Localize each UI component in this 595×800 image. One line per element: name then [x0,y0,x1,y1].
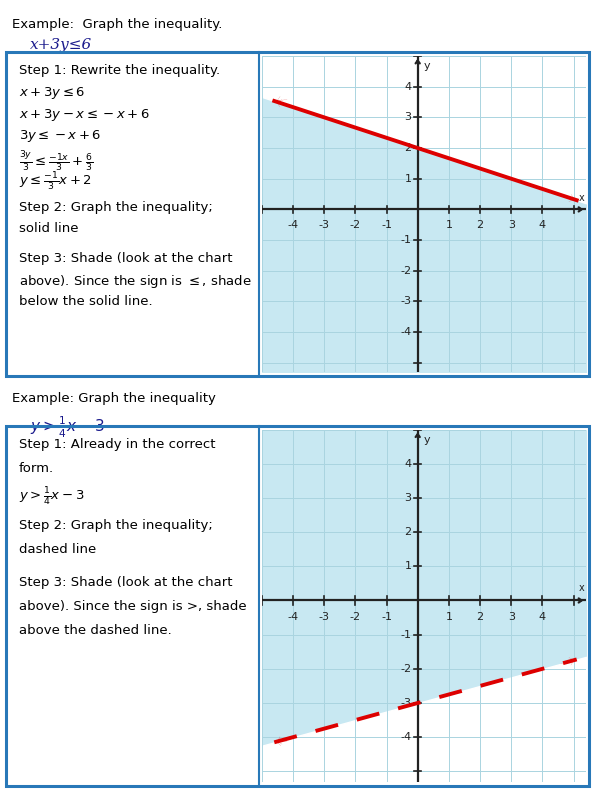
Text: $\frac{3y}{3} \leq \frac{-1x}{3} + \frac{6}{3}$: $\frac{3y}{3} \leq \frac{-1x}{3} + \frac… [19,150,93,174]
Text: x: x [579,193,584,202]
Text: above). Since the sign is $\leq$, shade: above). Since the sign is $\leq$, shade [19,273,252,290]
Text: 3: 3 [405,493,412,503]
Text: -1: -1 [400,630,412,640]
Text: 3: 3 [508,613,515,622]
Text: -4: -4 [287,220,299,230]
Text: -2: -2 [400,266,412,276]
Text: -4: -4 [400,327,412,337]
Text: 1: 1 [405,174,412,184]
Text: 4: 4 [405,458,412,469]
Text: -1: -1 [381,613,392,622]
Text: Step 2: Graph the inequality;: Step 2: Graph the inequality; [19,201,212,214]
Text: -4: -4 [400,732,412,742]
Text: 1: 1 [446,613,452,622]
Text: form.: form. [19,462,54,475]
Text: 4: 4 [539,220,546,230]
Text: dashed line: dashed line [19,543,96,556]
Text: y: y [423,61,430,70]
Text: -3: -3 [400,297,412,306]
Text: $y \leq \frac{-1}{3}x + 2$: $y \leq \frac{-1}{3}x + 2$ [19,171,92,194]
Text: $3y \leq -x + 6$: $3y \leq -x + 6$ [19,128,101,144]
Text: -3: -3 [319,220,330,230]
Text: Step 2: Graph the inequality;: Step 2: Graph the inequality; [19,519,212,532]
Text: above). Since the sign is >, shade: above). Since the sign is >, shade [19,600,246,613]
Text: Step 1: Rewrite the inequality.: Step 1: Rewrite the inequality. [19,64,220,77]
Text: -4: -4 [287,613,299,622]
Text: $x + 3y - x \leq -x + 6$: $x + 3y - x \leq -x + 6$ [19,107,150,123]
Text: 1: 1 [405,562,412,571]
Text: below the solid line.: below the solid line. [19,294,152,307]
Text: $x + 3y \leq 6$: $x + 3y \leq 6$ [19,86,85,102]
Text: 4: 4 [405,82,412,92]
Text: -2: -2 [350,220,361,230]
Text: -3: -3 [400,698,412,708]
Text: y: y [423,434,430,445]
Text: -1: -1 [381,220,392,230]
Text: $y > \frac{1}{4}x - 3$: $y > \frac{1}{4}x - 3$ [30,414,105,440]
Text: 1: 1 [446,220,452,230]
Text: 4: 4 [539,613,546,622]
Text: 3: 3 [405,112,412,122]
Text: Example: Graph the inequality: Example: Graph the inequality [12,392,216,405]
Text: -3: -3 [319,613,330,622]
Text: Example:  Graph the inequality.: Example: Graph the inequality. [12,18,223,30]
Text: -2: -2 [350,613,361,622]
Text: x+3y≤6: x+3y≤6 [30,38,92,51]
Text: Step 1: Already in the correct: Step 1: Already in the correct [19,438,215,451]
Text: x: x [579,583,584,593]
Text: -1: -1 [400,235,412,245]
Text: above the dashed line.: above the dashed line. [19,623,171,637]
Text: Step 3: Shade (look at the chart: Step 3: Shade (look at the chart [19,252,232,265]
Text: -2: -2 [400,664,412,674]
Text: 2: 2 [477,613,484,622]
Text: 2: 2 [405,527,412,537]
Text: 2: 2 [477,220,484,230]
Text: $y > \frac{1}{4}x - 3$: $y > \frac{1}{4}x - 3$ [19,486,84,508]
Text: 3: 3 [508,220,515,230]
Text: Step 3: Shade (look at the chart: Step 3: Shade (look at the chart [19,576,232,589]
Text: solid line: solid line [19,222,79,235]
Text: 2: 2 [405,143,412,153]
